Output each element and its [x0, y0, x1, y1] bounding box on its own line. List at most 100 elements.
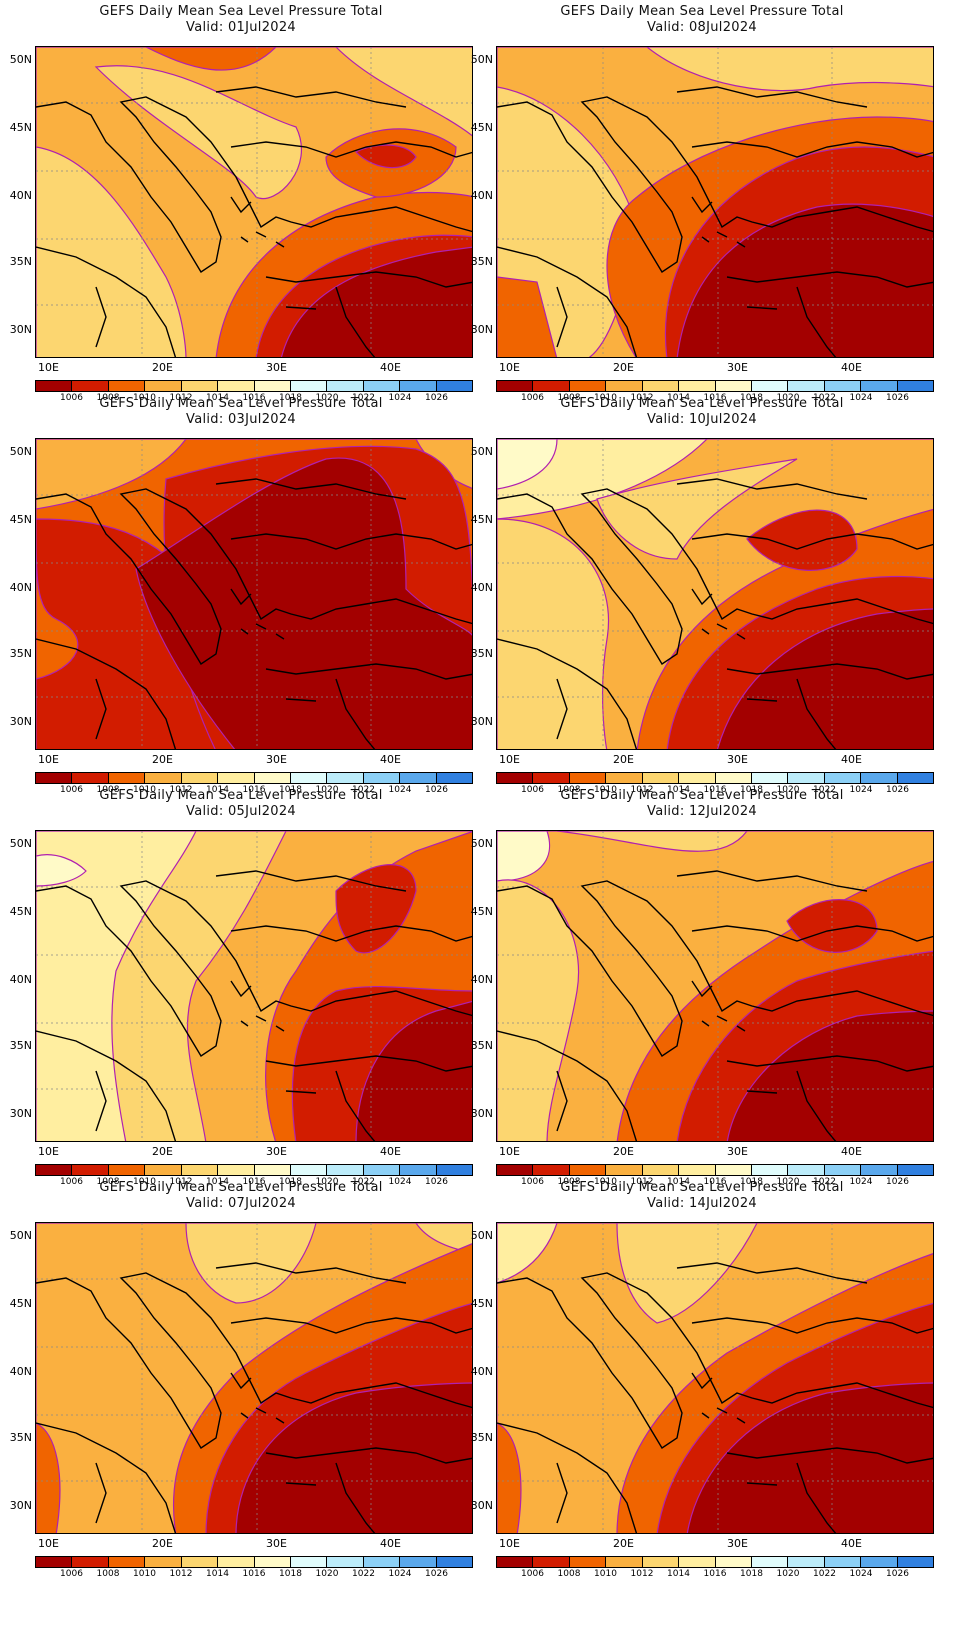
colorbar-label: 1020	[315, 393, 339, 403]
colorbar-swatch	[861, 381, 898, 391]
lon-tick-label: 10E	[38, 1537, 59, 1550]
colorbar-swatch	[400, 1165, 437, 1175]
valid-prefix: Valid:	[647, 412, 685, 427]
colorbar-swatch	[715, 1165, 752, 1175]
valid-prefix: Valid:	[186, 804, 224, 819]
pressure-band	[726, 1010, 933, 1141]
colorbar-label: 1018	[740, 785, 763, 795]
colorbar-swatch	[569, 773, 607, 783]
lat-tick-label: 50N	[470, 445, 493, 458]
lon-tick-label: 30E	[727, 361, 748, 374]
pressure-field	[497, 47, 933, 357]
valid-prefix: Valid:	[186, 412, 224, 427]
colorbar-swatch	[72, 773, 109, 783]
colorbar-swatch	[642, 381, 680, 391]
colorbar-swatch	[788, 1165, 825, 1175]
lat-tick-label: 50N	[9, 445, 32, 458]
colorbar-swatch	[218, 381, 255, 391]
pressure-map	[496, 438, 934, 750]
valid-date: 07Jul2024	[227, 1196, 296, 1211]
lon-tick-label: 10E	[499, 1145, 520, 1158]
lat-tick-label: 40N	[470, 189, 493, 202]
lat-tick-label: 30N	[9, 715, 32, 728]
lat-tick-label: 35N	[470, 1431, 493, 1444]
colorbar-swatch	[108, 773, 146, 783]
colorbar-label: 1012	[630, 1177, 654, 1187]
pressure-field	[36, 831, 472, 1141]
lat-tick-label: 40N	[470, 581, 493, 594]
lat-tick-label: 40N	[9, 581, 32, 594]
pressure-map	[35, 1222, 473, 1534]
lon-tick-label: 40E	[380, 753, 401, 766]
colorbar-label: 1006	[521, 393, 544, 403]
panel-valid-date: Valid: 07Jul2024	[0, 1196, 482, 1211]
lon-tick-label: 40E	[841, 1537, 862, 1550]
lon-tick-label: 10E	[38, 1145, 59, 1158]
colorbar-label: 1024	[388, 1569, 412, 1579]
pressure-map	[496, 46, 934, 358]
colorbar-label: 1006	[521, 1569, 544, 1579]
colorbar-swatch	[363, 773, 401, 783]
lat-tick-label: 30N	[9, 1499, 32, 1512]
colorbar-swatch	[400, 381, 437, 391]
lon-tick-label: 30E	[266, 361, 287, 374]
colorbar-label: 1022	[352, 393, 375, 403]
pressure-band	[716, 608, 933, 749]
colorbar-swatch	[497, 381, 534, 391]
lat-tick-label: 50N	[470, 53, 493, 66]
colorbar-swatch	[497, 1165, 534, 1175]
colorbar-swatch	[642, 1557, 680, 1567]
colorbar-swatch	[497, 1557, 534, 1567]
colorbar-label: 1008	[557, 1569, 581, 1579]
colorbar-swatch	[400, 773, 437, 783]
valid-date: 05Jul2024	[227, 804, 296, 819]
colorbar-label: 1012	[169, 785, 193, 795]
map-panel: GEFS Daily Mean Sea Level Pressure Total…	[0, 0, 482, 410]
colorbar-label: 1010	[133, 1569, 156, 1579]
colorbar-label: 1016	[242, 1177, 266, 1187]
colorbar	[35, 1164, 473, 1176]
colorbar-label: 1016	[703, 393, 727, 403]
pressure-band	[497, 518, 609, 749]
colorbar-label: 1018	[740, 393, 763, 403]
lat-tick-label: 35N	[470, 255, 493, 268]
lat-tick-label: 30N	[470, 1107, 493, 1120]
lat-tick-label: 40N	[9, 1365, 32, 1378]
pressure-band	[36, 439, 187, 510]
panel-valid-date: Valid: 01Jul2024	[0, 20, 482, 35]
colorbar-swatch	[751, 1165, 789, 1175]
colorbar-label: 1022	[813, 785, 836, 795]
colorbar-label: 1022	[352, 1177, 375, 1187]
pressure-band	[556, 831, 748, 852]
colorbar-swatch	[861, 1165, 898, 1175]
colorbar-swatch	[679, 1557, 716, 1567]
pressure-band	[36, 146, 187, 357]
colorbar	[496, 1556, 934, 1568]
valid-date: 12Jul2024	[688, 804, 757, 819]
pressure-band	[646, 47, 933, 92]
colorbar-label: 1014	[206, 1177, 229, 1187]
colorbar-label: 1022	[813, 393, 836, 403]
colorbar-swatch	[751, 1557, 789, 1567]
colorbar-label: 1006	[60, 1569, 83, 1579]
lon-tick-label: 10E	[499, 1537, 520, 1550]
colorbar-label: 1018	[279, 1177, 302, 1187]
map-panel: GEFS Daily Mean Sea Level Pressure Total…	[461, 784, 943, 1194]
colorbar-swatch	[327, 1557, 364, 1567]
lat-tick-label: 30N	[9, 323, 32, 336]
colorbar-swatch	[181, 1557, 219, 1567]
pressure-field	[497, 1223, 933, 1533]
colorbar-swatch	[679, 773, 716, 783]
lat-tick-label: 35N	[470, 1039, 493, 1052]
colorbar-label: 1018	[279, 785, 302, 795]
colorbar-swatch	[436, 773, 473, 783]
lat-tick-label: 40N	[9, 973, 32, 986]
colorbar-label: 1020	[776, 393, 800, 403]
colorbar-label: 1008	[96, 393, 120, 403]
colorbar-swatch	[254, 1165, 291, 1175]
colorbar-label: 1010	[594, 1177, 617, 1187]
lat-tick-label: 30N	[470, 1499, 493, 1512]
colorbar	[35, 1556, 473, 1568]
colorbar-label: 1010	[133, 393, 156, 403]
colorbar-label: 1024	[849, 393, 873, 403]
